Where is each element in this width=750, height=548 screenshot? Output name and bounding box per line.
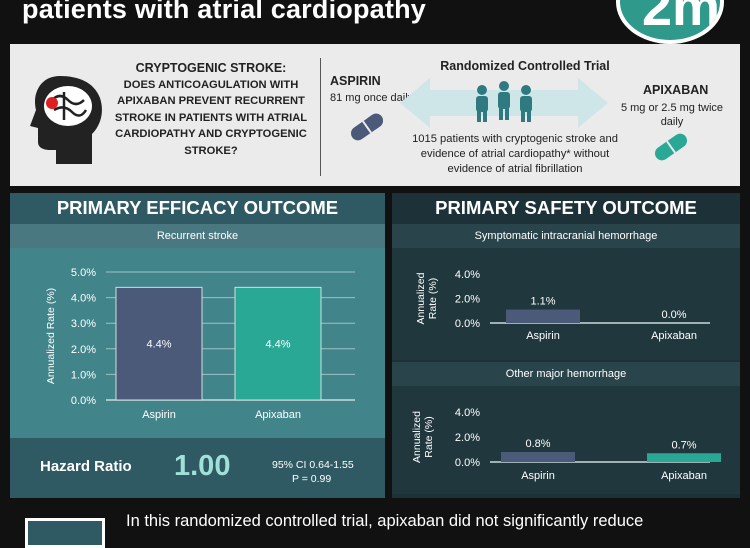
y-tick-label: 2.0% <box>71 344 96 356</box>
x-tick-label: Aspirin <box>521 470 555 482</box>
apixaban-dose: 5 mg or 2.5 mg twice daily <box>620 102 724 128</box>
logo: 2m <box>616 0 724 44</box>
stroke-spot-icon <box>46 97 58 109</box>
p-value: P = 0.99 <box>292 473 332 485</box>
aspirin-name: ASPIRIN <box>330 74 381 88</box>
x-tick-label: Apixaban <box>661 470 707 482</box>
page-title: patients with atrial cardiopathy <box>22 0 426 24</box>
x-tick-label: Aspirin <box>526 330 560 342</box>
hazard-ratio-label: Hazard Ratio <box>40 458 132 475</box>
data-label: 0.7% <box>671 439 696 451</box>
y-axis-label: Annualized Rate (%) <box>45 288 57 384</box>
confidence-interval: 95% CI 0.64-1.55 <box>272 459 354 471</box>
apixaban-pill-icon <box>654 133 688 161</box>
data-label: 0.0% <box>661 309 686 321</box>
hazard-ratio-box <box>10 438 385 498</box>
y-axis-label: Rate (%) <box>423 416 435 457</box>
x-tick-label: Apixaban <box>651 330 697 342</box>
research-question: CRYPTOGENIC STROKE: DOES ANTICOAGULATION… <box>112 60 310 159</box>
aspirin-pill-icon <box>350 113 384 141</box>
conclusion-text: In this randomized controlled trial, api… <box>126 512 644 530</box>
question-heading: CRYPTOGENIC STROKE: <box>135 61 287 75</box>
major-hemorrhage-chart-area <box>392 386 740 494</box>
aspirin-dose: 81 mg once daily <box>330 92 414 104</box>
efficacy-title: PRIMARY EFFICACY OUTCOME <box>56 197 339 218</box>
trial-population: 1015 patients with cryptogenic stroke an… <box>412 133 618 175</box>
logo-text: 2m <box>642 0 721 37</box>
safety-subtitle-ich: Symptomatic intracranial hemorrhage <box>392 224 740 248</box>
y-axis-label: Annualized <box>411 411 423 463</box>
x-tick-label: Aspirin <box>142 409 176 421</box>
data-label: 0.8% <box>525 438 550 450</box>
y-tick-label: 0.0% <box>455 318 480 330</box>
y-tick-label: 4.0% <box>71 293 96 305</box>
randomization-arrow-icon <box>400 78 608 128</box>
y-tick-label: 3.0% <box>71 318 96 330</box>
major-hemorrhage-bar-chart: Annualized Rate (%) 0.0% 2.0% 4.0% 0.8% Aspiri… <box>411 407 721 482</box>
apixaban-name: APIXABAN <box>643 83 709 97</box>
conclusion-bar <box>45 503 750 536</box>
y-tick-label: 1.0% <box>71 369 96 381</box>
efficacy-bar-chart: Annualized Rate (%) 0.0% 1.0% 2.0% 3.0% 4.0% 5… <box>45 267 355 421</box>
data-label: 1.1% <box>530 296 555 308</box>
y-tick-label: 5.0% <box>71 267 96 279</box>
y-axis-label: Rate (%) <box>427 278 439 319</box>
divider <box>320 58 321 176</box>
head-brain-icon <box>30 76 102 164</box>
ich-bar-chart: Annualized Rate (%) 0.0% 2.0% 4.0% 1.1% Aspiri… <box>415 269 710 342</box>
y-tick-label: 0.0% <box>71 395 96 407</box>
question-text: DOES ANTICOAGULATION WITH APIXABAN PREVE… <box>114 78 308 157</box>
y-tick-label: 2.0% <box>455 432 480 444</box>
trial-type: Randomized Controlled Trial <box>440 59 610 73</box>
efficacy-subtitle: Recurrent stroke <box>10 224 385 248</box>
data-label: 4.4% <box>265 339 290 351</box>
monitor-icon <box>25 518 105 548</box>
data-label: 4.4% <box>146 339 171 351</box>
hazard-ratio-value: 1.00 <box>174 450 231 482</box>
bar-aspirin <box>506 309 580 323</box>
safety-subtitle-major: Other major hemorrhage <box>392 362 740 386</box>
bar-aspirin <box>115 286 203 401</box>
bar-aspirin <box>501 452 575 462</box>
ich-chart-area <box>392 248 740 360</box>
y-tick-label: 2.0% <box>455 294 480 306</box>
y-tick-label: 4.0% <box>455 407 480 419</box>
y-tick-label: 4.0% <box>455 269 480 281</box>
y-tick-label: 0.0% <box>455 457 480 469</box>
x-tick-label: Apixaban <box>255 409 301 421</box>
bar-apixaban <box>647 453 721 462</box>
y-axis-label: Annualized <box>415 272 427 324</box>
safety-title: PRIMARY SAFETY OUTCOME <box>435 197 697 218</box>
bar-apixaban <box>234 286 322 401</box>
